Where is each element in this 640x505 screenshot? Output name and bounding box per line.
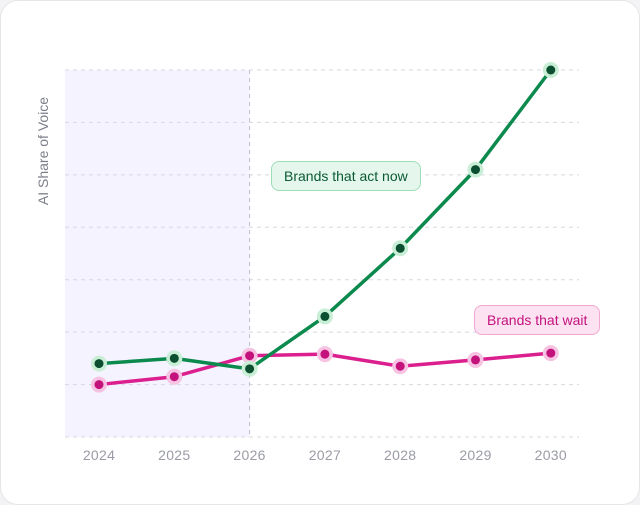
data-point-wait — [546, 348, 556, 358]
data-point-wait — [471, 355, 480, 365]
x-tick-label: 2026 — [233, 447, 265, 463]
data-point-act-now — [471, 165, 480, 175]
data-point-act-now — [320, 311, 330, 321]
data-point-act-now — [245, 364, 255, 374]
x-tick-label: 2025 — [158, 447, 190, 463]
y-axis-label: AI Share of Voice — [35, 97, 51, 205]
x-tick-label: 2028 — [384, 447, 416, 463]
data-point-wait — [395, 361, 405, 371]
data-point-wait — [245, 351, 255, 361]
data-point-act-now — [169, 353, 179, 363]
x-tick-label: 2029 — [459, 447, 491, 463]
data-point-act-now — [395, 243, 405, 253]
data-point-act-now — [546, 65, 556, 75]
data-point-wait — [169, 372, 179, 382]
x-tick-label: 2024 — [83, 447, 115, 463]
data-point-act-now — [94, 359, 104, 369]
x-tick-label: 2030 — [535, 447, 567, 463]
highlight-band — [65, 70, 250, 437]
series-label-wait: Brands that wait — [474, 305, 601, 335]
x-tick-label: 2027 — [309, 447, 341, 463]
data-point-wait — [94, 380, 104, 390]
data-point-wait — [320, 349, 330, 359]
series-label-act-now: Brands that act now — [271, 161, 421, 191]
